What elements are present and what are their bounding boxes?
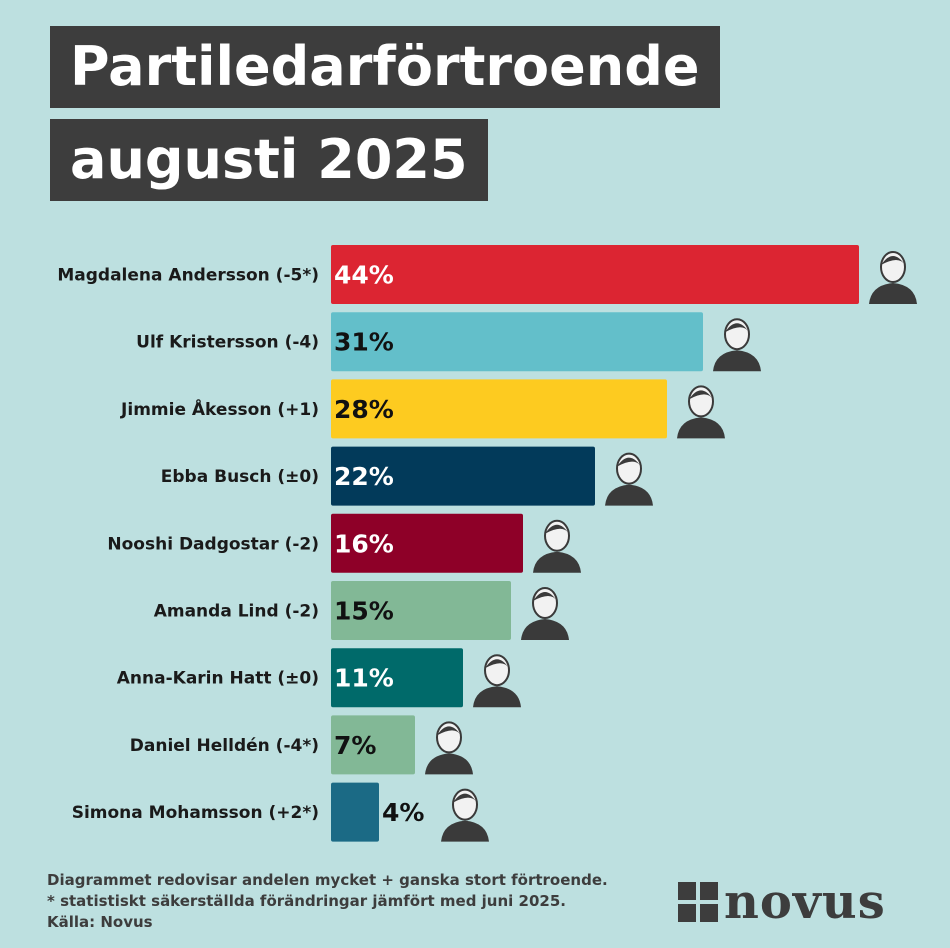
value-label: 7% <box>334 731 376 760</box>
person-portrait-icon <box>605 452 653 506</box>
value-label: 28% <box>334 395 394 424</box>
person-portrait-icon <box>473 654 521 708</box>
footnote-source: Källa: Novus <box>47 913 153 931</box>
category-label: Ulf Kristersson (-4) <box>136 333 319 353</box>
footnote-description: Diagrammet redovisar andelen mycket + ga… <box>47 871 608 889</box>
person-portrait-icon <box>521 587 569 640</box>
category-label: Simona Mohamsson (+2*) <box>72 803 319 823</box>
bar <box>331 312 703 372</box>
chart-title-line-1: Partiledarförtroende <box>50 26 720 108</box>
bar <box>331 715 415 775</box>
novus-logo-icon <box>678 882 718 922</box>
chart-title-line-2: augusti 2025 <box>50 119 488 201</box>
novus-logo-text: novus <box>724 874 886 930</box>
bar <box>331 648 463 708</box>
footnote-significance: * statistiskt säkerställda förändringar … <box>47 892 566 910</box>
category-label: Anna-Karin Hatt (±0) <box>117 669 319 689</box>
value-label: 15% <box>334 597 394 626</box>
category-label: Jimmie Åkesson (+1) <box>120 397 319 420</box>
chart-footnote: Diagrammet redovisar andelen mycket + ga… <box>47 870 608 933</box>
value-label: 16% <box>334 529 394 558</box>
bar <box>331 581 511 640</box>
person-portrait-icon <box>869 251 917 304</box>
person-portrait-icon <box>425 721 473 775</box>
bar-chart: Magdalena Andersson (-5*) 44% Ulf Kristers… <box>57 245 917 842</box>
value-label: 44% <box>334 261 394 290</box>
person-portrait-icon <box>441 788 489 842</box>
bar <box>331 446 595 506</box>
bar <box>331 245 859 304</box>
person-portrait-icon <box>533 519 581 573</box>
novus-logo: novus <box>678 876 923 928</box>
value-label: 4% <box>382 798 424 827</box>
bar <box>331 782 379 842</box>
category-label: Ebba Busch (±0) <box>161 467 319 487</box>
person-portrait-icon <box>713 318 761 372</box>
value-label: 11% <box>334 664 394 693</box>
category-label: Daniel Helldén (-4*) <box>130 736 319 756</box>
person-portrait-icon <box>677 385 725 439</box>
value-label: 22% <box>334 462 394 491</box>
category-label: Nooshi Dadgostar (-2) <box>107 534 319 554</box>
bar <box>331 513 523 573</box>
bar <box>331 379 667 439</box>
category-label: Amanda Lind (-2) <box>154 602 319 622</box>
value-label: 31% <box>334 328 394 357</box>
category-label: Magdalena Andersson (-5*) <box>57 266 319 286</box>
